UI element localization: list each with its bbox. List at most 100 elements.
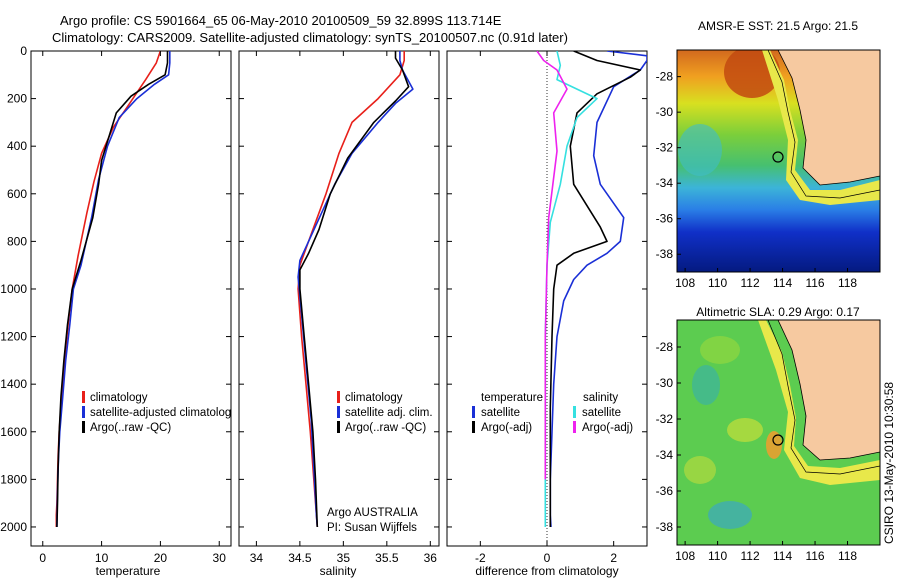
legend-header-salinity: salinity xyxy=(583,392,618,404)
sst-map-ticks: 108 110 112 114 116 118 -28 -30 -32 -34 -36 -38 xyxy=(656,70,858,290)
sla-blob xyxy=(700,336,740,364)
map-y-tick-label: -36 xyxy=(656,212,674,226)
float-position-marker xyxy=(772,434,784,446)
sst-map-field xyxy=(677,50,880,272)
legend-label-sal-satellite: satellite xyxy=(582,407,621,419)
legend-label-satellite-adjusted: satellite-adjusted climatolog xyxy=(90,407,231,419)
sst-map-title: AMSR-E SST: 21.5 Argo: 21.5 xyxy=(698,19,858,33)
temperature-series-group xyxy=(55,51,171,528)
cool-patch xyxy=(678,124,722,176)
salinity-x-ticks: 34 34.5 35 35.5 36 xyxy=(250,51,438,565)
depth-y-ticks: 0 200 400 600 800 1000 1200 1400 1600 1800 2000 xyxy=(0,44,231,534)
series-line-temperature-argo-adj- xyxy=(549,51,642,527)
land-mass xyxy=(777,320,880,461)
temperature-legend: climatology satellite-adjusted climatolo… xyxy=(82,391,231,434)
x-tick-label: 30 xyxy=(213,551,227,565)
legend-swatch-climatology xyxy=(337,391,340,403)
sla-map-ticks: 108 110 112 114 116 118 -28 -30 -32 -34 -36 -38 xyxy=(656,340,858,563)
difference-legend: temperature salinity satellite Argo(-adj… xyxy=(472,392,633,434)
legend-swatch-sal-argo xyxy=(573,421,576,433)
temperature-x-label: temperature xyxy=(96,564,161,578)
shelf-contour xyxy=(767,320,880,475)
shelf-contour xyxy=(767,50,880,199)
temperature-axes-frame xyxy=(30,50,232,547)
y-tick-label: 800 xyxy=(7,234,27,248)
series-line-argo-raw-qc- xyxy=(56,51,169,528)
sst-map-panel: AMSR-E SST: 21.5 Argo: 21.5 108 110 112 114… xyxy=(656,19,881,290)
y-tick-label: 1400 xyxy=(0,377,27,391)
map-x-tick-label: 114 xyxy=(773,549,792,563)
legend-swatch-climatology xyxy=(82,391,85,403)
map-x-tick-label: 116 xyxy=(805,276,824,290)
map-y-tick-label: -34 xyxy=(656,176,674,190)
x-tick-label: 0 xyxy=(39,551,46,565)
y-tick-label: 0 xyxy=(20,44,27,58)
map-y-tick-label: -34 xyxy=(656,448,674,462)
difference-x-label: difference from climatology xyxy=(475,564,618,578)
legend-label-temp-argo: Argo(-adj) xyxy=(481,422,532,434)
legend-label-argo: Argo(..raw -QC) xyxy=(90,422,171,434)
difference-panel: -2 0 2 difference from climatology tempera… xyxy=(446,50,648,578)
land-mass xyxy=(777,50,880,186)
map-y-tick-label: -30 xyxy=(656,105,674,119)
sla-map-field xyxy=(677,320,880,545)
legend-swatch-sal-satellite xyxy=(573,406,576,418)
temperature-x-ticks: 0 10 20 30 xyxy=(39,51,226,565)
map-y-tick-label: -30 xyxy=(656,376,674,390)
y-tick-label: 400 xyxy=(7,139,27,153)
sla-blob xyxy=(684,456,716,484)
sla-blob xyxy=(766,431,782,459)
sla-blob xyxy=(727,418,763,442)
map-y-tick-label: -38 xyxy=(656,247,674,261)
credit-timestamp: CSIRO 13-May-2010 10:30:58 xyxy=(882,382,896,544)
map-x-tick-label: 112 xyxy=(741,549,760,563)
legend-swatch-argo xyxy=(82,421,85,433)
series-line-satellite-adj-clim- xyxy=(297,51,414,528)
salinity-axes-frame xyxy=(238,50,440,547)
y-tick-label: 1800 xyxy=(0,472,27,486)
sla-map-frame xyxy=(676,319,881,546)
pi-annotation: PI: Susan Wijffels xyxy=(327,522,417,534)
map-x-tick-label: 114 xyxy=(773,276,792,290)
x-tick-label: 36 xyxy=(424,551,438,565)
y-tick-label: 1600 xyxy=(0,425,27,439)
legend-swatch-satellite xyxy=(82,406,85,418)
map-x-tick-label: 118 xyxy=(838,276,857,290)
series-line-climatology xyxy=(297,51,405,528)
figure-title-line2: Climatology: CARS2009. Satellite-adjuste… xyxy=(52,30,568,45)
x-tick-label: 2 xyxy=(610,551,617,565)
y-tick-label: 2000 xyxy=(0,520,27,534)
legend-swatch-temp-satellite xyxy=(472,406,475,418)
sla-map-panel: Altimetric SLA: 0.29 Argo: 0.17 108 110 11… xyxy=(656,305,881,563)
salinity-x-label: salinity xyxy=(320,564,357,578)
float-position-marker xyxy=(772,151,784,163)
map-x-tick-label: 118 xyxy=(838,549,857,563)
difference-x-ticks: -2 0 2 xyxy=(475,51,617,565)
map-x-tick-label: 110 xyxy=(708,276,727,290)
difference-series-group xyxy=(536,51,647,528)
salinity-y-ticks xyxy=(239,50,439,528)
y-tick-label: 1000 xyxy=(0,282,27,296)
map-x-tick-label: 108 xyxy=(675,276,695,290)
x-tick-label: 35 xyxy=(337,551,351,565)
legend-label-satellite-adj: satellite adj. clim. xyxy=(345,407,433,419)
y-tick-label: 200 xyxy=(7,92,27,106)
legend-label-argo: Argo(..raw -QC) xyxy=(345,422,426,434)
series-line-salinity-argo-adj- xyxy=(536,51,568,480)
x-tick-label: -2 xyxy=(475,551,486,565)
x-tick-label: 35.5 xyxy=(375,551,399,565)
legend-label-sal-argo: Argo(-adj) xyxy=(582,422,633,434)
argo-australia-annotation: Argo AUSTRALIA xyxy=(327,507,418,519)
legend-swatch-satellite xyxy=(337,406,340,418)
x-tick-label: 34.5 xyxy=(288,551,312,565)
x-tick-label: 20 xyxy=(154,551,168,565)
salinity-panel: 34 34.5 35 35.5 36 salinity climatology sate… xyxy=(238,50,440,578)
map-x-tick-label: 108 xyxy=(675,549,695,563)
map-y-tick-label: -38 xyxy=(656,520,674,534)
salinity-legend: climatology satellite adj. clim. Argo(..… xyxy=(337,391,433,434)
x-tick-label: 34 xyxy=(250,551,264,565)
temperature-panel: 0 200 400 600 800 1000 1200 1400 1600 1800 2000 0 1… xyxy=(0,44,232,578)
series-line-temperature-satellite xyxy=(549,51,647,528)
map-x-tick-label: 116 xyxy=(805,549,824,563)
